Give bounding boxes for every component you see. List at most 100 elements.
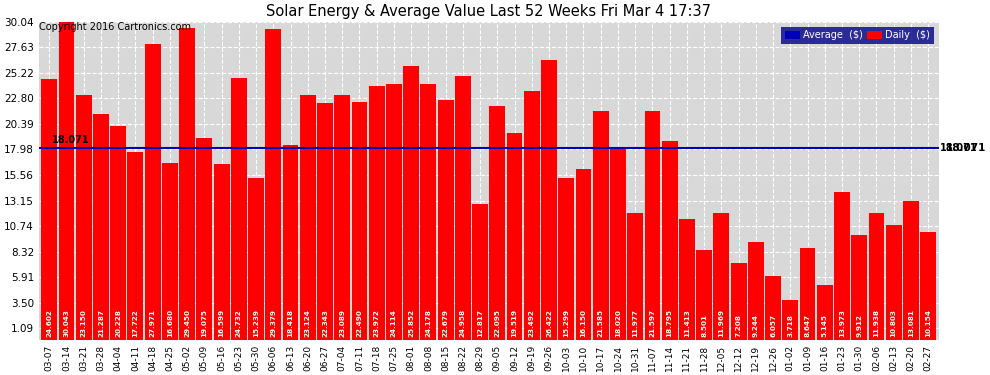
Text: 6.057: 6.057 — [770, 314, 776, 336]
Bar — [765, 276, 781, 340]
Bar — [903, 201, 919, 340]
Bar — [300, 95, 316, 340]
Bar — [835, 192, 850, 340]
Text: 8.647: 8.647 — [805, 314, 811, 336]
Bar — [248, 178, 264, 340]
Title: Solar Energy & Average Value Last 52 Weeks Fri Mar 4 17:37: Solar Energy & Average Value Last 52 Wee… — [266, 4, 711, 19]
Text: 11.413: 11.413 — [684, 309, 690, 336]
Bar — [593, 111, 609, 340]
Bar — [472, 204, 488, 340]
Bar — [351, 102, 367, 340]
Bar — [196, 138, 212, 340]
Text: 11.938: 11.938 — [873, 309, 879, 336]
Bar — [231, 78, 247, 340]
Text: 21.585: 21.585 — [598, 308, 604, 336]
Text: 10.803: 10.803 — [891, 309, 897, 336]
Text: 16.599: 16.599 — [219, 308, 225, 336]
Bar — [265, 29, 281, 340]
Bar — [524, 91, 540, 340]
Text: 13.973: 13.973 — [839, 309, 845, 336]
Text: 23.972: 23.972 — [373, 309, 380, 336]
Text: Copyright 2016 Cartronics.com: Copyright 2016 Cartronics.com — [39, 22, 191, 32]
Bar — [610, 149, 626, 340]
Bar — [214, 164, 230, 340]
Bar — [782, 300, 798, 340]
Bar — [162, 163, 178, 340]
Bar — [128, 152, 144, 340]
Text: 22.095: 22.095 — [494, 309, 500, 336]
Bar — [800, 248, 816, 340]
Bar — [575, 169, 591, 340]
Text: 9.244: 9.244 — [752, 314, 758, 336]
Text: 22.490: 22.490 — [356, 309, 362, 336]
Bar — [558, 178, 574, 340]
Text: 9.912: 9.912 — [856, 314, 862, 336]
Bar — [679, 219, 695, 340]
Text: 18.071: 18.071 — [945, 143, 986, 153]
Bar — [403, 66, 419, 340]
Bar — [489, 106, 505, 340]
Text: 29.450: 29.450 — [184, 309, 190, 336]
Text: 10.154: 10.154 — [926, 309, 932, 336]
Text: 24.178: 24.178 — [426, 309, 432, 336]
Bar — [747, 242, 763, 340]
Text: 29.379: 29.379 — [270, 309, 276, 336]
Bar — [644, 111, 660, 340]
Bar — [628, 213, 644, 340]
Text: 23.492: 23.492 — [529, 309, 535, 336]
Text: 13.081: 13.081 — [908, 309, 914, 336]
Text: 21.287: 21.287 — [98, 309, 104, 336]
Text: 19.075: 19.075 — [201, 309, 207, 336]
Text: 12.817: 12.817 — [477, 309, 483, 336]
Bar — [93, 114, 109, 340]
Text: 25.852: 25.852 — [408, 308, 414, 336]
Text: 30.043: 30.043 — [63, 309, 69, 336]
Bar — [886, 225, 902, 340]
Bar — [661, 141, 677, 340]
Text: 24.602: 24.602 — [47, 309, 52, 336]
Bar — [542, 60, 557, 340]
Text: 23.150: 23.150 — [81, 309, 87, 336]
Text: 16.150: 16.150 — [580, 309, 586, 336]
Bar — [455, 75, 471, 340]
Text: 24.114: 24.114 — [391, 309, 397, 336]
Bar — [921, 232, 937, 340]
Text: 26.422: 26.422 — [546, 309, 552, 336]
Bar — [851, 235, 867, 340]
Text: 7.208: 7.208 — [736, 314, 742, 336]
Text: 17.722: 17.722 — [133, 309, 139, 336]
Text: 22.343: 22.343 — [322, 309, 328, 336]
Bar — [386, 84, 402, 340]
Bar — [368, 86, 385, 340]
Text: 18.418: 18.418 — [287, 309, 293, 336]
Text: 23.124: 23.124 — [305, 309, 311, 336]
Bar — [335, 95, 350, 340]
Text: 18.020: 18.020 — [615, 309, 621, 336]
Bar — [179, 28, 195, 340]
Bar — [696, 250, 712, 340]
Text: 22.679: 22.679 — [443, 309, 448, 336]
Text: 24.958: 24.958 — [460, 308, 466, 336]
Text: 24.732: 24.732 — [236, 309, 242, 336]
Text: 18.071: 18.071 — [51, 135, 89, 145]
Text: 18.071: 18.071 — [940, 143, 978, 153]
Bar — [282, 145, 298, 340]
Text: 15.299: 15.299 — [563, 308, 569, 336]
Text: 15.239: 15.239 — [253, 309, 259, 336]
Bar — [731, 263, 746, 340]
Text: 19.519: 19.519 — [512, 308, 518, 336]
Bar — [110, 126, 126, 340]
Text: 21.597: 21.597 — [649, 309, 655, 336]
Bar — [145, 44, 160, 340]
Bar — [714, 213, 730, 340]
Text: 3.718: 3.718 — [787, 314, 793, 336]
Bar — [58, 22, 74, 340]
Bar — [817, 285, 833, 340]
Legend: Average  ($), Daily  ($): Average ($), Daily ($) — [781, 27, 934, 44]
Text: 11.977: 11.977 — [633, 309, 639, 336]
Text: 23.089: 23.089 — [340, 309, 346, 336]
Text: 16.680: 16.680 — [167, 308, 173, 336]
Text: 27.971: 27.971 — [149, 309, 155, 336]
Text: 11.969: 11.969 — [719, 308, 725, 336]
Bar — [317, 103, 333, 340]
